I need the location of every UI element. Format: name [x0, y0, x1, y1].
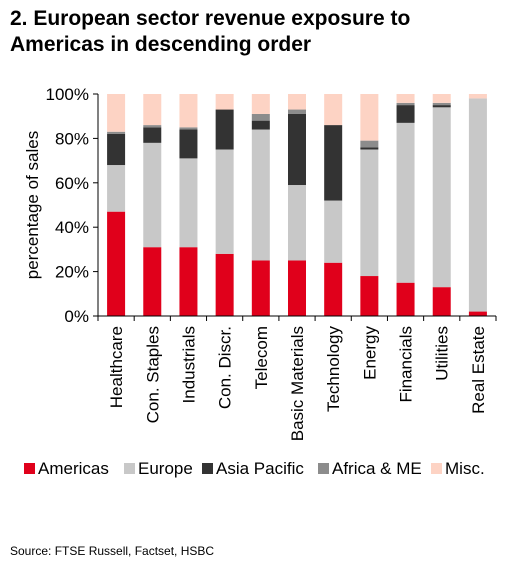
bar-africa-me-healthcare: [107, 131, 126, 134]
bar-europe-con-discr: [215, 149, 234, 254]
y-tick-label: 20%: [55, 263, 89, 282]
bar-misc-basic-materials: [288, 94, 306, 110]
bar-misc-technology: [324, 94, 343, 126]
bar-asia-pacific-energy: [360, 147, 379, 150]
bar-americas-financials: [396, 282, 415, 316]
bar-europe-telecom: [251, 129, 270, 261]
bar-americas-utilities: [432, 287, 451, 316]
bar-asia-pacific-con-staples: [143, 127, 162, 143]
bar-americas-telecom: [251, 260, 270, 316]
bars-group: [107, 94, 487, 316]
bar-asia-pacific-con-discr: [215, 109, 234, 150]
bar-americas-con-discr: [215, 253, 234, 316]
legend-label-asia-pacific: Asia Pacific: [216, 459, 304, 478]
bar-europe-real-estate: [468, 98, 487, 312]
bar-europe-utilities: [432, 107, 451, 288]
bar-americas-healthcare: [107, 211, 126, 316]
bar-asia-pacific-industrials: [179, 129, 198, 159]
bar-africa-me-industrials: [179, 127, 198, 130]
bar-misc-industrials: [179, 94, 198, 128]
bar-asia-pacific-technology: [324, 125, 343, 201]
x-tick-label-utilities: Utilities: [433, 326, 452, 381]
bar-americas-technology: [324, 262, 343, 316]
bar-misc-con-staples: [143, 94, 162, 126]
legend-swatch-asia-pacific: [202, 463, 213, 474]
bar-americas-energy: [360, 276, 379, 316]
bar-misc-financials: [396, 94, 415, 103]
axes-group: 0% 20% 40% 60% 80% 100% Healthcare Con. Staples…: [23, 85, 497, 441]
y-axis-title: percentage of sales: [23, 131, 42, 279]
legend-label-africa-me: Africa & ME: [332, 459, 422, 478]
x-tick-label-technology: Technology: [324, 326, 343, 413]
legend-label-americas: Americas: [38, 459, 109, 478]
legend-label-europe: Europe: [138, 459, 193, 478]
y-tick-label: 0%: [64, 307, 89, 326]
bar-misc-telecom: [251, 94, 270, 114]
bar-misc-energy: [360, 94, 379, 141]
bar-africa-me-utilities: [432, 102, 451, 106]
x-tick-label-telecom: Telecom: [252, 326, 271, 389]
y-tick-label: 60%: [55, 174, 89, 193]
chart-title: 2. European sector revenue exposure to A…: [10, 7, 411, 56]
bar-europe-con-staples: [143, 142, 162, 248]
bar-asia-pacific-financials: [396, 105, 415, 123]
bar-africa-me-telecom: [251, 113, 270, 121]
bar-americas-industrials: [179, 247, 198, 316]
y-tick-label: 100%: [46, 85, 89, 104]
bar-europe-energy: [360, 149, 379, 277]
x-tick-label-financials: Financials: [397, 326, 416, 403]
bar-europe-healthcare: [107, 165, 126, 212]
bar-africa-me-basic-materials: [288, 109, 306, 114]
stacked-bar-chart: 0% 20% 40% 60% 80% 100% Healthcare Con. Staples…: [23, 85, 497, 478]
legend-swatch-misc: [431, 463, 442, 474]
bar-americas-basic-materials: [288, 260, 306, 316]
bar-americas-con-staples: [143, 247, 162, 316]
x-tick-label-con-staples: Con. Staples: [143, 326, 162, 423]
legend-swatch-europe: [124, 463, 135, 474]
bar-misc-utilities: [432, 94, 451, 103]
bar-misc-real-estate: [468, 94, 487, 99]
bar-misc-healthcare: [107, 94, 126, 132]
bar-asia-pacific-utilities: [432, 105, 451, 108]
bar-asia-pacific-basic-materials: [288, 113, 306, 186]
bar-europe-technology: [324, 200, 343, 263]
legend-swatch-americas: [24, 463, 35, 474]
bar-europe-financials: [396, 122, 415, 283]
legend-swatch-africa-me: [318, 463, 329, 474]
x-tick-label-healthcare: Healthcare: [107, 326, 126, 408]
x-tick-label-energy: Energy: [360, 326, 379, 380]
bar-misc-con-discr: [215, 94, 234, 110]
bar-americas-real-estate: [468, 311, 487, 316]
x-tick-label-basic-materials: Basic Materials: [288, 326, 307, 441]
bar-asia-pacific-healthcare: [107, 133, 126, 166]
bar-africa-me-con-staples: [143, 125, 162, 128]
bar-europe-industrials: [179, 158, 198, 248]
bar-europe-basic-materials: [288, 185, 306, 261]
x-tick-label-industrials: Industrials: [179, 326, 198, 403]
bar-asia-pacific-telecom: [251, 120, 270, 130]
source-note: Source: FTSE Russell, Factset, HSBC: [10, 544, 215, 558]
x-tick-label-con-discr: Con. Discr.: [216, 326, 235, 409]
legend-label-misc: Misc.: [445, 459, 485, 478]
legend: Americas Europe Asia Pacific Africa & ME Mis…: [24, 459, 485, 478]
y-tick-label: 80%: [55, 129, 89, 148]
bar-africa-me-financials: [396, 102, 415, 106]
x-tick-label-real-estate: Real Estate: [469, 326, 488, 414]
bar-africa-me-energy: [360, 140, 379, 148]
y-tick-label: 40%: [55, 218, 89, 237]
